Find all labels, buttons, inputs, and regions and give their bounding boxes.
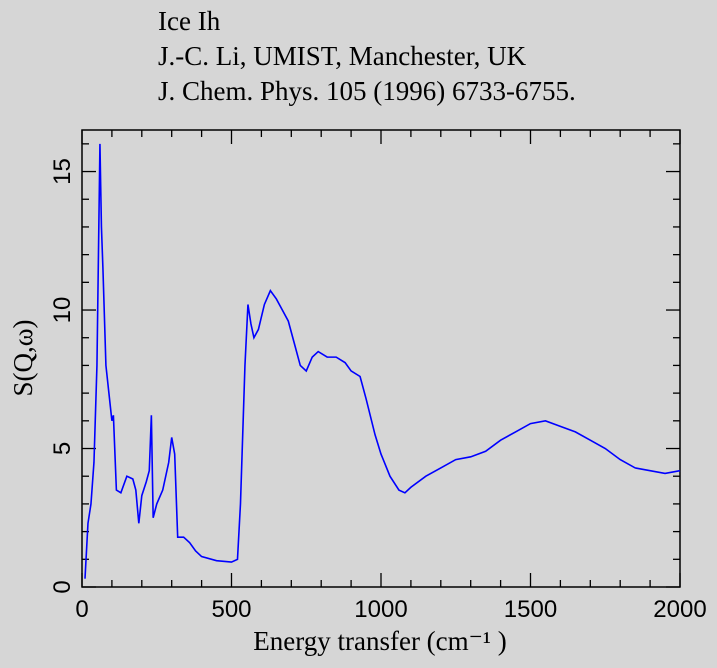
- title-line: Ice Ih: [158, 6, 221, 36]
- x-axis-label: Energy transfer (cm⁻¹ ): [253, 626, 507, 656]
- data-line: [84, 143, 681, 579]
- x-tick-label: 0: [75, 596, 88, 623]
- title-line: J.-C. Li, UMIST, Manchester, UK: [158, 41, 527, 71]
- y-tick-label: 10: [49, 297, 76, 324]
- x-tick-label: 500: [211, 596, 251, 623]
- y-axis-label: S(Q,ω): [8, 319, 38, 396]
- x-tick-label: 2000: [653, 596, 706, 623]
- x-tick-label: 1500: [504, 596, 557, 623]
- title-line: J. Chem. Phys. 105 (1996) 6733-6755.: [158, 76, 576, 106]
- y-tick-label: 0: [49, 580, 76, 593]
- x-tick-label: 1000: [354, 596, 407, 623]
- y-tick-label: 15: [49, 158, 76, 185]
- plot-frame: [81, 129, 681, 588]
- y-tick-label: 5: [49, 442, 76, 455]
